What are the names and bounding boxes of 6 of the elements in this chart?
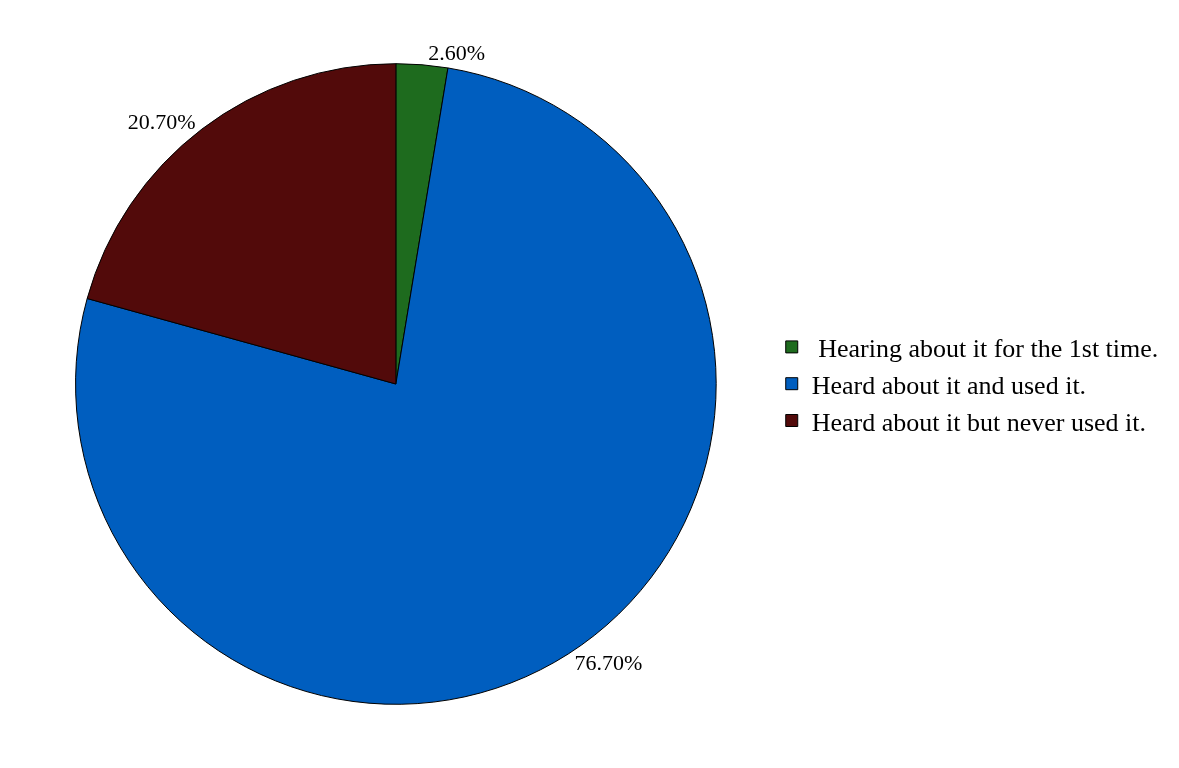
data-label: 2.60% (428, 39, 486, 65)
legend-label: Hearing about it for the 1st time. (811, 334, 1159, 364)
data-label: 20.70% (127, 108, 196, 134)
legend-label: Heard about it and used it. (811, 370, 1087, 400)
data-label: 76.70% (574, 650, 643, 676)
legend-label: Heard about it but never used it. (811, 407, 1147, 437)
